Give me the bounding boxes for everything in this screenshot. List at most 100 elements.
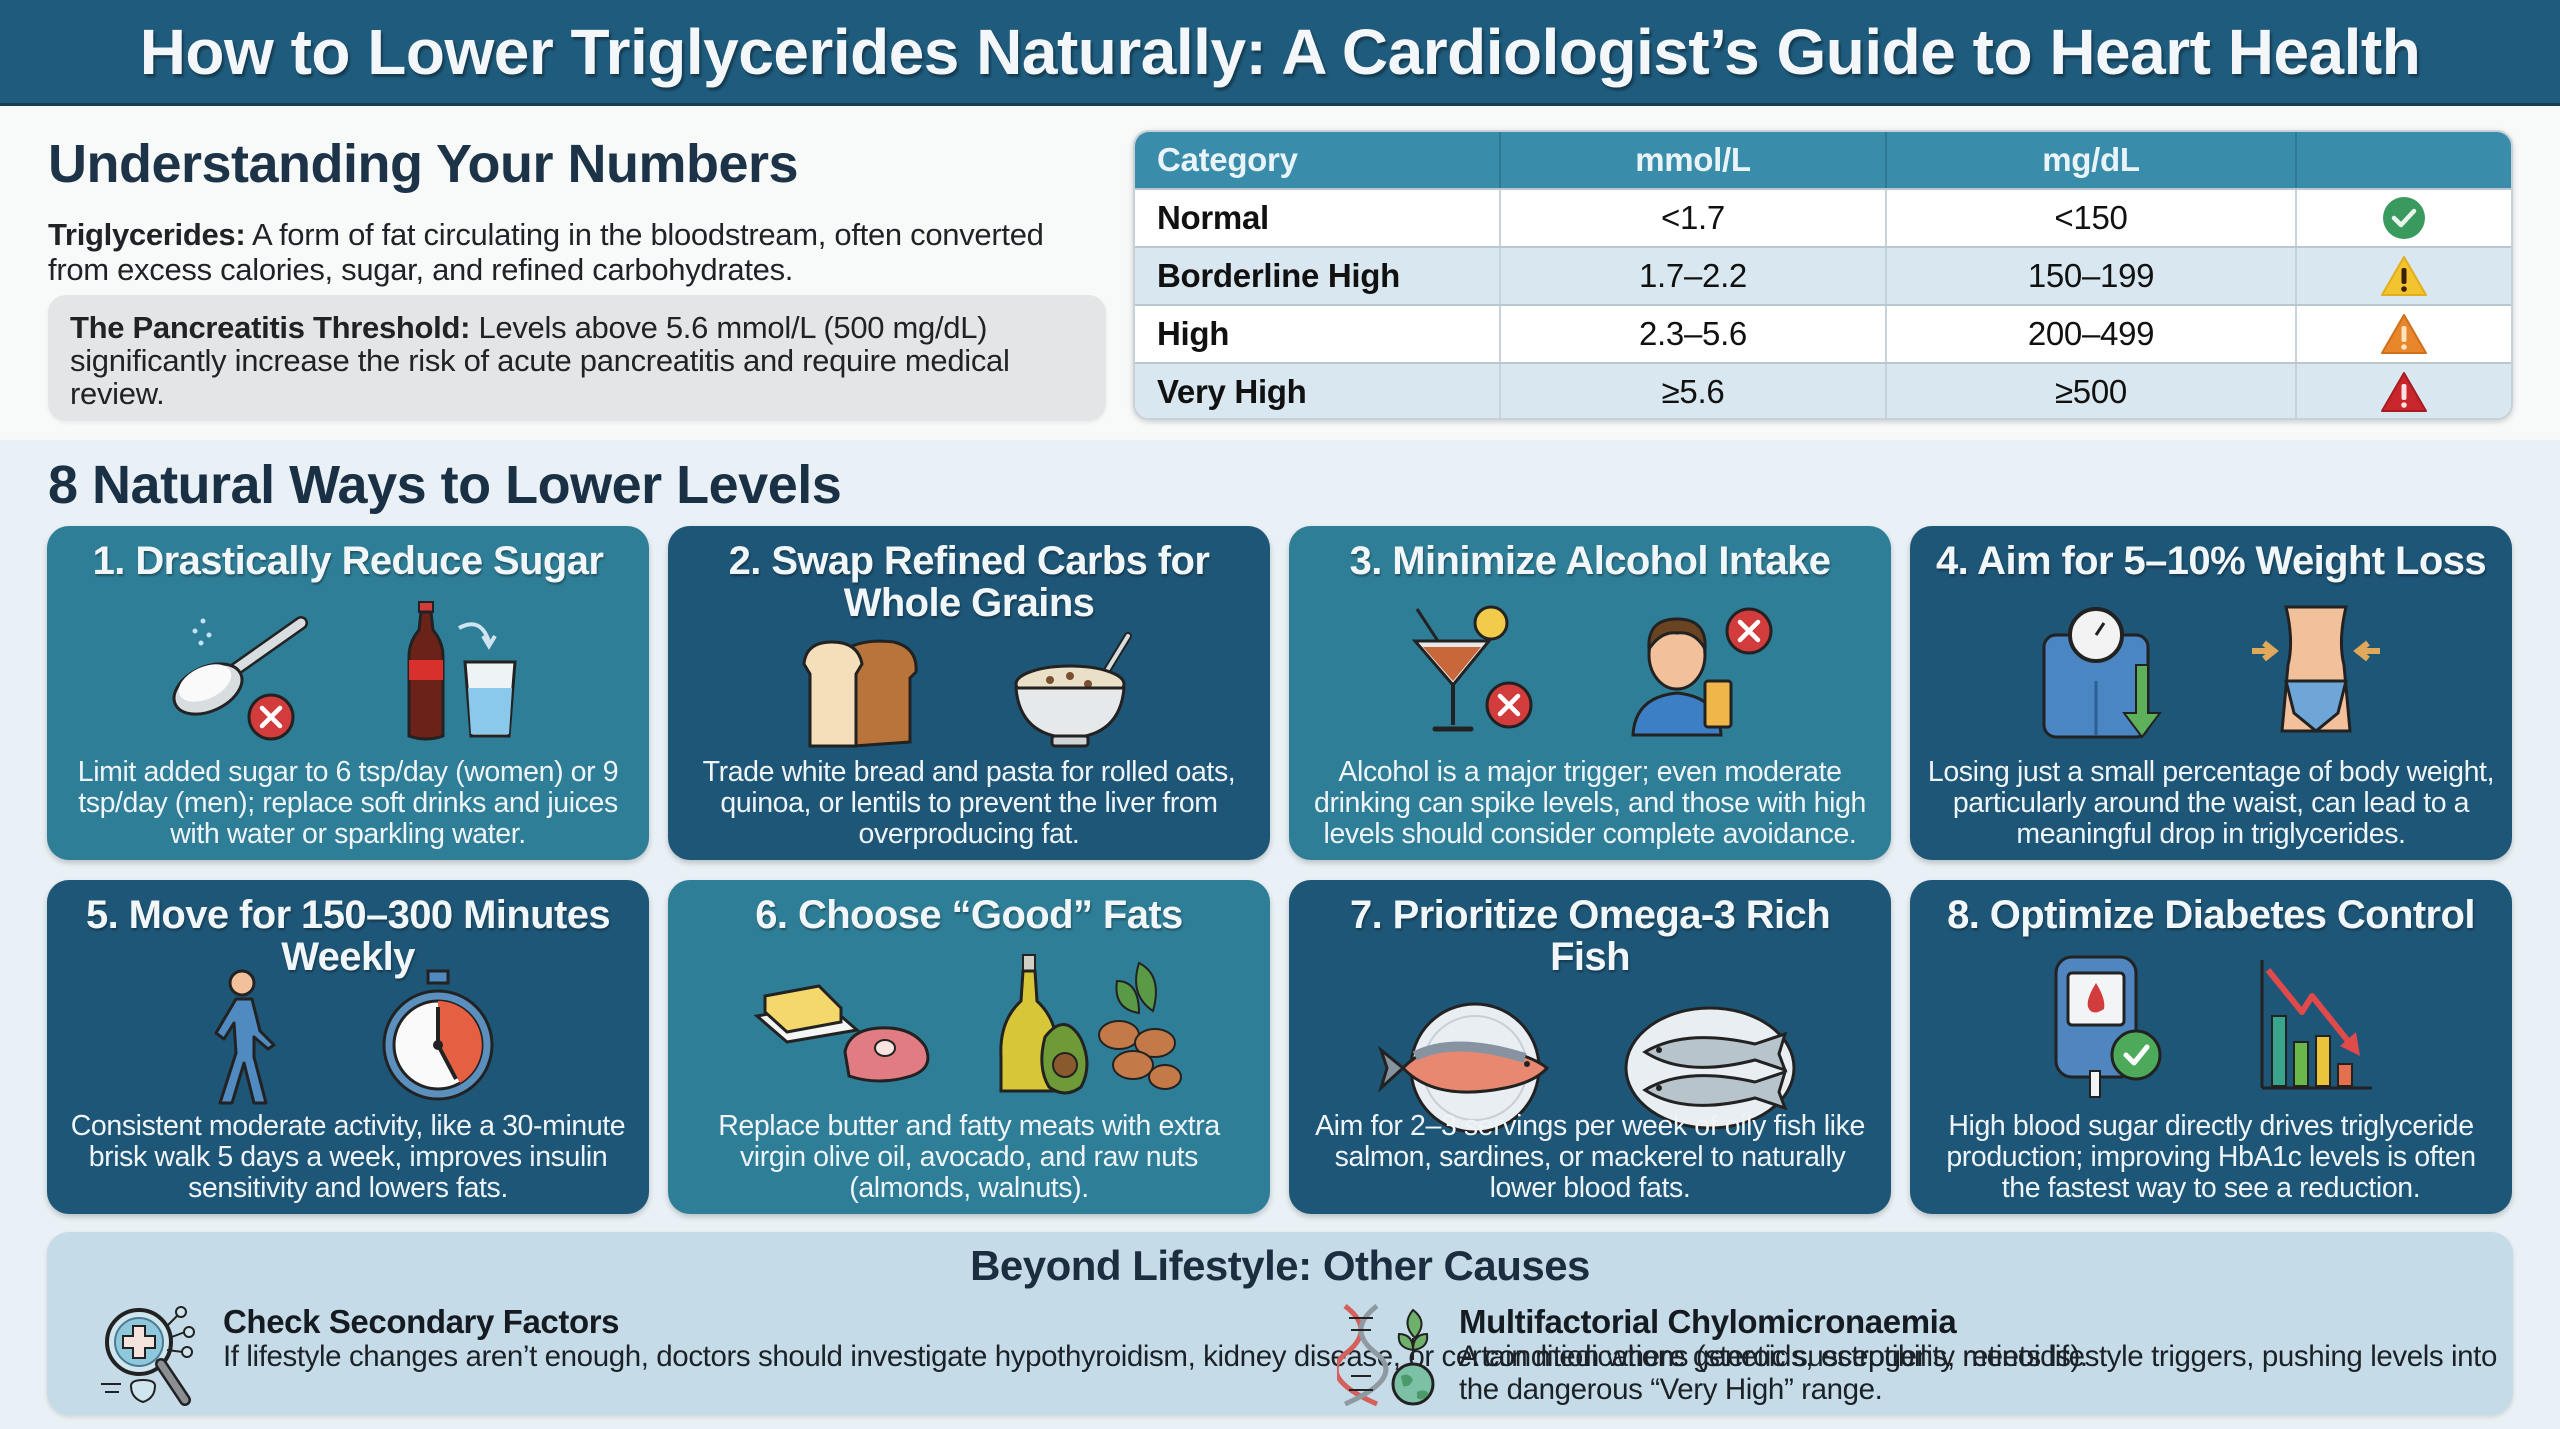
understanding-title: Understanding Your Numbers [48, 134, 799, 194]
cause-description: A condition where genetic susceptibility… [1459, 1340, 2497, 1406]
way-card-omega3: 7. Prioritize Omega-3 Rich Fish Aim for … [1289, 880, 1891, 1214]
card-description: Trade white bread and pasta for rolled o… [702, 756, 1236, 850]
table-row-high: High 2.3–5.6 200–499 [1135, 304, 2511, 362]
card-title: 1. Drastically Reduce Sugar [92, 539, 604, 583]
card-icons [684, 624, 1254, 760]
way-card-diabetes: 8. Optimize Diabetes Control Hig [1910, 880, 2512, 1214]
card-icons [1926, 582, 2496, 760]
column-header-mmol: mmol/L [1501, 132, 1887, 188]
cell-mmol: ≥5.6 [1501, 364, 1887, 418]
card-description: Aim for 2–3 servings per week of oily fi… [1315, 1110, 1865, 1204]
cell-mmol: 2.3–5.6 [1501, 306, 1887, 362]
way-card-whole-grains: 2. Swap Refined Carbs for Whole Grains T… [668, 526, 1270, 860]
card-title: 2. Swap Refined Carbs for Whole Grains [728, 539, 1210, 625]
butter-meat-icon [753, 984, 930, 1083]
card-icons [63, 968, 633, 1106]
card-title: 7. Prioritize Omega-3 Rich Fish [1349, 893, 1831, 979]
card-description: High blood sugar directly drives triglyc… [1946, 1110, 2476, 1204]
sugar-spoon-icon [172, 616, 308, 741]
person-beer-icon [1631, 607, 1773, 737]
card-icons [63, 582, 633, 760]
card-description: Losing just a small percentage of body w… [1927, 756, 2495, 850]
card-title: 5. Move for 150–300 Minutes Weekly [85, 893, 611, 979]
way-card-alcohol: 3. Minimize Alcohol Intake Alcoh [1289, 526, 1891, 860]
way-card-exercise: 5. Move for 150–300 Minutes Weekly Consi… [47, 880, 649, 1214]
cell-mgdl: 200–499 [1887, 306, 2297, 362]
cell-mgdl: ≥500 [1887, 364, 2297, 418]
pancreatitis-threshold-callout: The Pancreatitis Threshold: Levels above… [48, 295, 1106, 421]
oat-bowl-icon [1014, 632, 1132, 748]
cell-category: Normal [1135, 190, 1501, 246]
column-header-mgdl: mg/dL [1887, 132, 2297, 188]
cause-chylomicronaemia: Multifactorial Chylomicronaemia A condit… [1337, 1300, 2513, 1408]
cell-status [2297, 248, 2511, 304]
cell-status [2297, 364, 2511, 418]
scale-icon [2042, 607, 2162, 739]
sardines-plate-icon [1624, 1006, 1796, 1130]
way-card-weight-loss: 4. Aim for 5–10% Weight Loss Losing just… [1910, 526, 2512, 860]
bread-icon [802, 639, 918, 748]
waist-icon [2252, 605, 2380, 733]
magnifier-medical-icon [101, 1306, 195, 1406]
column-header-category: Category [1135, 132, 1501, 188]
card-icons [684, 936, 1254, 1116]
soda-to-water-icon [407, 601, 517, 741]
table-header-row: Category mmol/L mg/dL [1135, 132, 2511, 188]
natural-ways-section: 8 Natural Ways to Lower Levels 1. Drasti… [0, 440, 2560, 1429]
table-row-borderline-high: Borderline High 1.7–2.2 150–199 [1135, 246, 2511, 304]
cell-category: Borderline High [1135, 248, 1501, 304]
cell-mgdl: <150 [1887, 190, 2297, 246]
salmon-plate-icon [1377, 1002, 1550, 1134]
cause-title: Multifactorial Chylomicronaemia [1459, 1303, 1957, 1340]
card-title: 6. Choose “Good” Fats [755, 893, 1183, 937]
check-circle-icon [2383, 197, 2425, 239]
definition-text: A form of fat circulating in the bloodst… [48, 217, 1044, 288]
beyond-lifestyle-panel: Beyond Lifestyle: Other Causes Check Sec… [47, 1232, 2513, 1415]
cocktail-icon [1411, 605, 1533, 732]
cell-mmol: 1.7–2.2 [1501, 248, 1887, 304]
card-title: 3. Minimize Alcohol Intake [1349, 539, 1831, 583]
definition-label: Triglycerides: [48, 217, 246, 253]
cause-secondary-factors: Check Secondary Factors If lifestyle cha… [93, 1300, 2088, 1408]
threshold-text: Levels above 5.6 mmol/L (500 mg/dL) sign… [70, 310, 1010, 411]
glucose-meter-icon [2054, 955, 2162, 1098]
cell-category: Very High [1135, 364, 1501, 418]
card-icons [1305, 978, 1875, 1158]
cell-mgdl: 150–199 [1887, 248, 2297, 304]
card-description: Replace butter and fatty meats with extr… [718, 1110, 1220, 1204]
card-description: Alcohol is a major trigger; even moderat… [1314, 756, 1866, 850]
stopwatch-icon [382, 969, 494, 1101]
card-icons [1926, 936, 2496, 1116]
triglyceride-levels-table: Category mmol/L mg/dL Normal <1.7 <150 B… [1133, 130, 2513, 420]
cell-mmol: <1.7 [1501, 190, 1887, 246]
card-description: Limit added sugar to 6 tsp/day (women) o… [77, 756, 619, 850]
ways-title: 8 Natural Ways to Lower Levels [48, 455, 842, 515]
cause-text: Multifactorial Chylomicronaemia A condit… [1459, 1300, 2513, 1407]
card-title: 8. Optimize Diabetes Control [1947, 893, 2475, 937]
warning-triangle-icon [2381, 314, 2427, 354]
cause-description: If lifestyle changes aren’t enough, doct… [223, 1340, 2088, 1373]
warning-triangle-icon [2381, 256, 2427, 296]
card-description: Consistent moderate activity, like a 30-… [70, 1110, 626, 1204]
column-header-status [2297, 132, 2511, 188]
card-title: 4. Aim for 5–10% Weight Loss [1935, 539, 2487, 583]
cause-title: Check Secondary Factors [223, 1303, 620, 1340]
threshold-label: The Pancreatitis Threshold: [70, 310, 471, 345]
cell-status [2297, 306, 2511, 362]
triglycerides-definition: Triglycerides: A form of fat circulating… [48, 217, 1108, 287]
way-card-good-fats: 6. Choose “Good” Fats Replace bu [668, 880, 1270, 1214]
table-row-normal: Normal <1.7 <150 [1135, 188, 2511, 246]
cell-category: High [1135, 306, 1501, 362]
alert-triangle-icon [2381, 372, 2427, 412]
page-title: How to Lower Triglycerides Naturally: A … [139, 15, 2421, 88]
way-card-reduce-sugar: 1. Drastically Reduce Sugar Limi [47, 526, 649, 860]
dna-plant-globe-icon [1337, 1304, 1435, 1407]
beyond-title: Beyond Lifestyle: Other Causes [970, 1242, 1590, 1289]
olive-oil-avocado-nuts-icon [999, 954, 1182, 1095]
declining-chart-icon [2260, 960, 2372, 1090]
understanding-intro: Understanding Your Numbers Triglycerides… [48, 133, 1108, 287]
cell-status [2297, 190, 2511, 246]
page-header: How to Lower Triglycerides Naturally: A … [0, 0, 2560, 106]
table-row-very-high: Very High ≥5.6 ≥500 [1135, 362, 2511, 418]
cause-text: Check Secondary Factors If lifestyle cha… [223, 1300, 2088, 1374]
